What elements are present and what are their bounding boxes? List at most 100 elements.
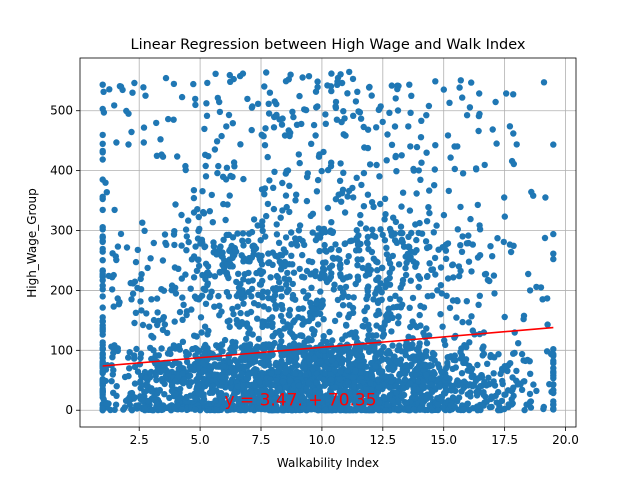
scatter-point: [527, 398, 535, 405]
scatter-point: [381, 237, 389, 244]
scatter-point: [349, 309, 357, 316]
scatter-point: [301, 365, 308, 372]
scatter-point: [261, 191, 268, 198]
scatter-point: [312, 272, 319, 280]
scatter-point: [218, 398, 225, 405]
scatter-point: [279, 406, 286, 414]
scatter-point: [216, 108, 224, 116]
scatter-point: [397, 304, 405, 311]
scatter-point: [513, 367, 520, 375]
scatter-point: [474, 361, 481, 369]
scatter-point: [367, 380, 374, 387]
scatter-point: [416, 343, 423, 350]
scatter-point: [550, 360, 557, 367]
scatter-point: [255, 335, 262, 343]
scatter-point: [287, 129, 294, 136]
scatter-point: [131, 355, 138, 362]
scatter-point: [218, 373, 225, 381]
scatter-point: [250, 398, 258, 405]
scatter-point: [229, 173, 236, 180]
scatter-point: [300, 405, 307, 412]
scatter-point: [457, 348, 464, 356]
scatter-point: [212, 70, 219, 78]
scatter-point: [255, 291, 262, 298]
scatter-point: [363, 386, 370, 393]
scatter-point: [328, 70, 335, 77]
x-tick-label: 15.0: [430, 433, 457, 447]
scatter-point: [278, 332, 285, 339]
scatter-point: [229, 263, 236, 270]
scatter-point: [443, 374, 450, 381]
scatter-point: [254, 315, 261, 322]
scatter-point: [232, 247, 239, 254]
scatter-point: [392, 95, 399, 102]
scatter-point: [345, 253, 352, 260]
y-tick-label: 400: [50, 164, 73, 178]
scatter-point: [182, 166, 189, 174]
scatter-point: [213, 406, 220, 414]
scatter-point: [445, 187, 452, 195]
scatter-point: [259, 227, 266, 234]
scatter-point: [216, 269, 224, 276]
scatter-point: [463, 112, 471, 119]
scatter-point: [257, 237, 264, 244]
scatter-point: [364, 233, 372, 241]
scatter-point: [281, 325, 288, 332]
scatter-point: [161, 321, 169, 328]
scatter-point: [463, 344, 470, 351]
scatter-point: [244, 95, 251, 103]
scatter-point: [227, 359, 234, 366]
y-tick-label: 100: [50, 343, 73, 357]
scatter-point: [218, 341, 226, 348]
scatter-point: [400, 385, 407, 392]
scatter-point: [171, 264, 179, 271]
scatter-point: [378, 296, 385, 303]
scatter-point: [397, 361, 404, 368]
scatter-point: [386, 109, 393, 117]
scatter-point: [337, 160, 344, 167]
scatter-point: [375, 384, 382, 391]
scatter-point: [490, 370, 497, 377]
scatter-point: [501, 313, 508, 321]
scatter-point: [327, 273, 335, 281]
scatter-point: [246, 258, 253, 265]
scatter-point: [403, 361, 410, 369]
scatter-point: [218, 389, 225, 397]
scatter-point: [268, 389, 275, 397]
scatter-point: [270, 205, 278, 213]
scatter-point: [411, 321, 418, 329]
scatter-point: [418, 159, 425, 166]
scatter-point: [239, 382, 247, 389]
scatter-point: [338, 198, 345, 205]
scatter-point: [299, 237, 306, 245]
scatter-point: [407, 109, 414, 117]
scatter-point: [440, 389, 448, 397]
scatter-point: [456, 84, 463, 91]
scatter-point: [498, 397, 506, 405]
scatter-point: [99, 354, 106, 361]
scatter-point: [486, 277, 493, 285]
scatter-point: [367, 394, 374, 402]
scatter-point: [313, 104, 320, 111]
scatter-point: [245, 237, 252, 245]
scatter-point: [199, 188, 206, 195]
scatter-point: [300, 288, 307, 295]
scatter-point: [269, 261, 276, 268]
x-tick-label: 5.0: [191, 433, 210, 447]
scatter-point: [293, 121, 301, 128]
scatter-point: [510, 384, 517, 391]
scatter-point: [314, 321, 322, 328]
scatter-point: [341, 387, 349, 394]
scatter-point: [428, 406, 436, 414]
scatter-point: [331, 366, 338, 374]
scatter-point: [413, 236, 420, 244]
scatter-point: [349, 374, 357, 381]
scatter-point: [185, 238, 192, 246]
scatter-point: [126, 365, 133, 372]
scatter-point: [415, 378, 422, 385]
scatter-point: [434, 401, 441, 408]
scatter-point: [188, 379, 195, 386]
scatter-point: [327, 376, 335, 383]
scatter-point: [190, 80, 197, 88]
scatter-point: [183, 393, 190, 401]
